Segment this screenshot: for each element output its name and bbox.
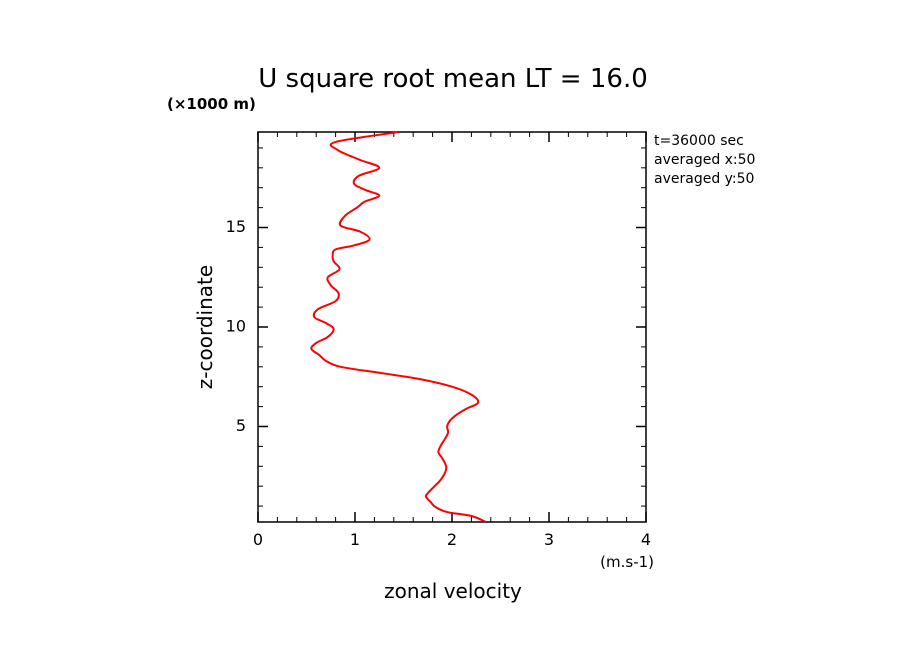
y-unit-label: (×1000 m) [167, 95, 256, 113]
y-tick-label-0: 5 [236, 416, 246, 435]
x-tick-label-0: 0 [253, 530, 263, 549]
x-tick-label-1: 1 [350, 530, 360, 549]
series-line [310, 131, 487, 523]
annotation-time: t=36000 sec [654, 133, 744, 149]
annotation-avg-y: averaged y:50 [654, 171, 754, 187]
x-unit-label: (m.s-1) [600, 553, 654, 571]
major-ticks [257, 132, 647, 522]
x-axis-label: zonal velocity [384, 579, 522, 603]
x-tick-label-2: 2 [447, 530, 457, 549]
plot-frame [257, 131, 647, 523]
y-tick-label-1: 10 [226, 317, 246, 336]
y-tick-label-2: 15 [226, 217, 246, 236]
chart-title: U square root mean LT = 16.0 [258, 64, 648, 94]
y-axis-label: z-coordinate [193, 265, 217, 389]
x-tick-label-4: 4 [641, 530, 651, 549]
x-tick-label-3: 3 [544, 530, 554, 549]
annotation-avg-x: averaged x:50 [654, 152, 755, 168]
minor-ticks [258, 132, 646, 522]
